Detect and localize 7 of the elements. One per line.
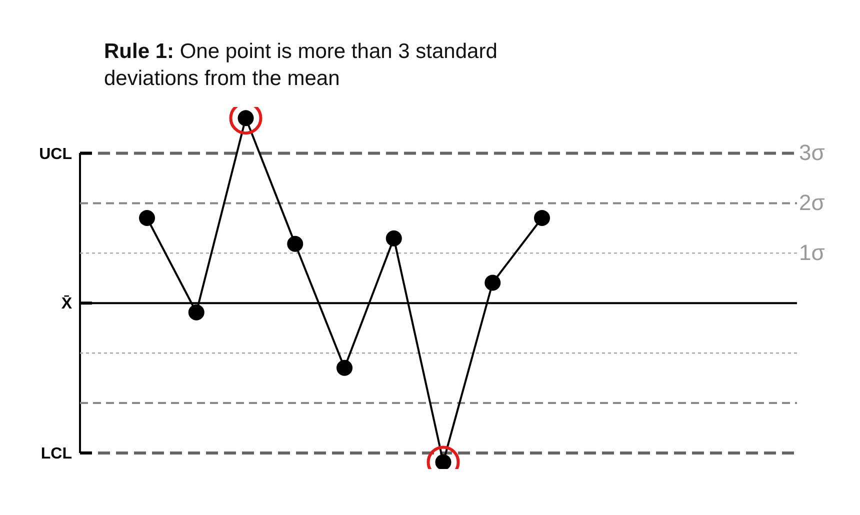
ref-line-label: UCL [39,146,72,163]
text: 1σ [799,239,825,268]
text: 3σ [799,139,825,168]
text: 2σ [799,189,825,218]
chart-title: Rule 1: One point is more than 3 standard deviations from the mean [104,39,498,92]
ref-line-label: LCL [40,446,72,463]
ref-line-label: X̄ [61,294,72,313]
